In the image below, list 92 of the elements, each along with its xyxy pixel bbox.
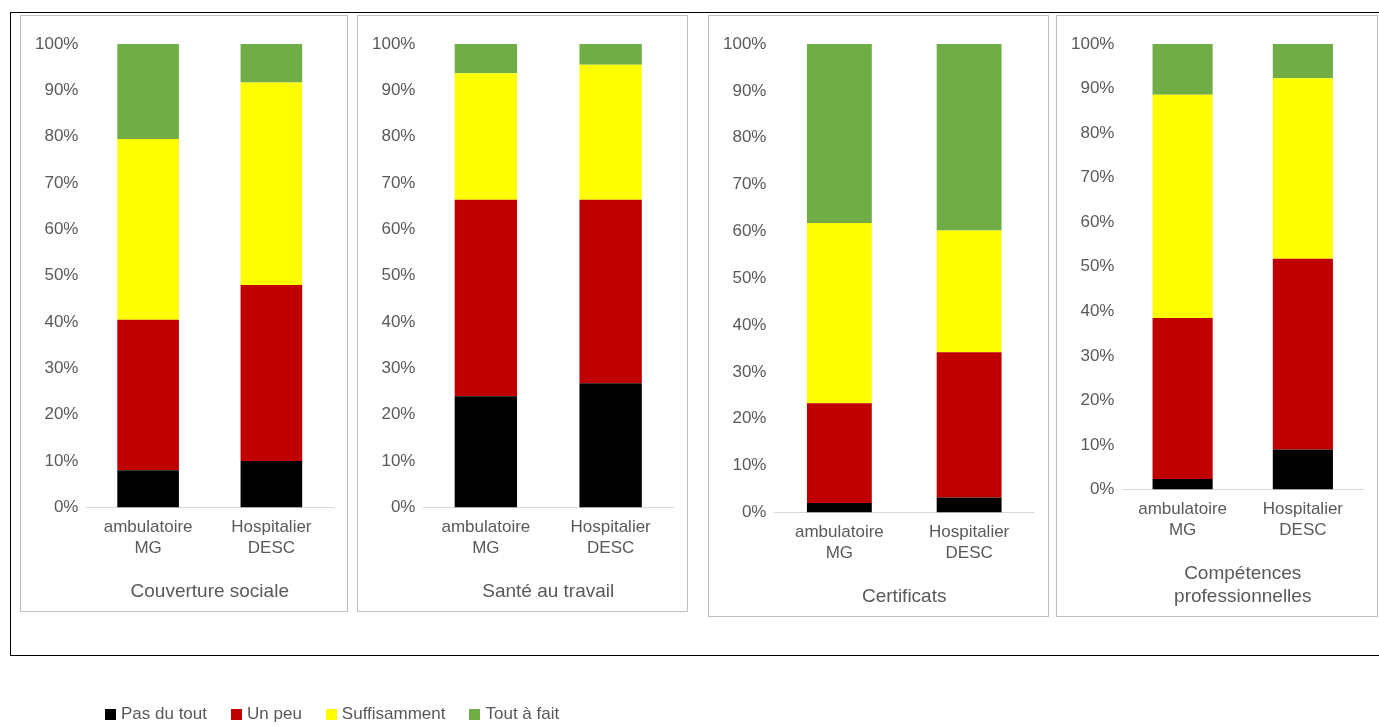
y-tick-label: 60% bbox=[1080, 211, 1115, 231]
bar bbox=[240, 461, 303, 508]
x-axis-title: Couverture sociale bbox=[130, 579, 289, 601]
y-tick-label: 100% bbox=[723, 33, 767, 53]
y-tick-label: 50% bbox=[732, 267, 767, 287]
y-tick-label: 90% bbox=[732, 80, 767, 100]
bar bbox=[240, 44, 303, 83]
legend-label: Pas du tout bbox=[120, 704, 208, 724]
bar bbox=[1152, 478, 1213, 490]
bar bbox=[454, 199, 518, 397]
bar bbox=[1272, 258, 1333, 450]
y-tick-label: 70% bbox=[732, 174, 767, 194]
bar bbox=[117, 470, 179, 508]
bar bbox=[806, 403, 872, 504]
bar bbox=[240, 82, 303, 285]
y-tick-label: 10% bbox=[1080, 434, 1115, 454]
y-tick-label: 10% bbox=[381, 450, 416, 470]
y-tick-label: 70% bbox=[381, 172, 416, 192]
y-tick-label: 90% bbox=[1080, 78, 1115, 98]
y-tick-label: 70% bbox=[44, 172, 79, 192]
legend-label: Un peu bbox=[246, 704, 302, 724]
x-tick-label: Hospitalier DESC bbox=[231, 517, 312, 557]
x-tick-label: Hospitalier DESC bbox=[928, 522, 1010, 562]
bar bbox=[1152, 44, 1213, 95]
bar bbox=[806, 503, 872, 513]
y-tick-label: 30% bbox=[44, 358, 79, 378]
bar bbox=[806, 222, 872, 404]
y-tick-label: 40% bbox=[44, 311, 79, 331]
y-tick-label: 60% bbox=[381, 219, 416, 239]
x-tick-label: Hospitalier DESC bbox=[570, 517, 652, 557]
bar bbox=[936, 230, 1002, 353]
y-tick-label: 100% bbox=[1071, 33, 1115, 53]
x-tick-label: ambulatoire MG bbox=[441, 517, 531, 557]
bar bbox=[1272, 44, 1333, 79]
y-tick-label: 100% bbox=[372, 33, 416, 53]
bar bbox=[579, 64, 642, 200]
bar bbox=[454, 73, 518, 200]
y-tick-label: 90% bbox=[44, 80, 79, 100]
y-tick-label: 10% bbox=[44, 450, 79, 470]
y-tick-label: 50% bbox=[44, 265, 79, 285]
y-tick-label: 80% bbox=[1080, 122, 1115, 142]
y-tick-label: 0% bbox=[741, 502, 767, 522]
x-axis-title: Compétences professionnelles bbox=[1174, 562, 1312, 606]
x-tick-label: Hospitalier DESC bbox=[1262, 499, 1344, 539]
y-tick-label: 50% bbox=[381, 265, 416, 285]
bar bbox=[936, 44, 1002, 231]
bar bbox=[579, 383, 642, 508]
bar bbox=[579, 44, 642, 65]
bar bbox=[1152, 318, 1213, 479]
y-tick-label: 30% bbox=[1080, 345, 1115, 365]
bar bbox=[454, 44, 518, 74]
y-tick-label: 30% bbox=[381, 358, 416, 378]
y-tick-label: 40% bbox=[1080, 301, 1115, 321]
bar bbox=[579, 199, 642, 384]
legend-label: Suffisamment bbox=[340, 704, 446, 724]
x-tick-label: ambulatoire MG bbox=[103, 517, 193, 557]
bar bbox=[117, 319, 179, 471]
x-tick-label: ambulatoire MG bbox=[1138, 499, 1228, 539]
x-axis-title: Certificats bbox=[862, 584, 947, 606]
legend-label: Tout à fait bbox=[484, 704, 560, 724]
bar bbox=[1272, 449, 1333, 490]
bar bbox=[936, 352, 1002, 498]
y-tick-label: 40% bbox=[732, 314, 767, 334]
bar bbox=[454, 396, 518, 508]
bar bbox=[240, 284, 303, 462]
y-tick-label: 60% bbox=[44, 219, 79, 239]
y-tick-label: 30% bbox=[732, 361, 767, 381]
y-tick-label: 40% bbox=[381, 311, 416, 331]
y-tick-label: 0% bbox=[390, 497, 416, 517]
x-tick-label: ambulatoire MG bbox=[794, 522, 884, 562]
y-tick-label: 20% bbox=[1080, 390, 1115, 410]
bar bbox=[806, 44, 872, 223]
y-tick-label: 60% bbox=[732, 221, 767, 241]
y-tick-label: 100% bbox=[35, 33, 79, 53]
y-tick-label: 0% bbox=[1089, 479, 1115, 499]
y-tick-label: 20% bbox=[732, 408, 767, 428]
bar bbox=[936, 497, 1002, 513]
y-tick-label: 90% bbox=[381, 80, 416, 100]
bar bbox=[1152, 94, 1213, 319]
y-tick-label: 0% bbox=[53, 497, 79, 517]
y-tick-label: 10% bbox=[732, 455, 767, 475]
y-tick-label: 50% bbox=[1080, 256, 1115, 276]
bar bbox=[1272, 78, 1333, 259]
y-tick-label: 80% bbox=[732, 127, 767, 147]
bar bbox=[117, 44, 179, 139]
y-tick-label: 20% bbox=[381, 404, 416, 424]
y-tick-label: 80% bbox=[44, 126, 79, 146]
x-axis-title: Santé au travail bbox=[482, 579, 615, 601]
y-tick-label: 20% bbox=[44, 404, 79, 424]
y-tick-label: 70% bbox=[1080, 167, 1115, 187]
y-tick-label: 80% bbox=[381, 126, 416, 146]
bar bbox=[117, 139, 179, 320]
